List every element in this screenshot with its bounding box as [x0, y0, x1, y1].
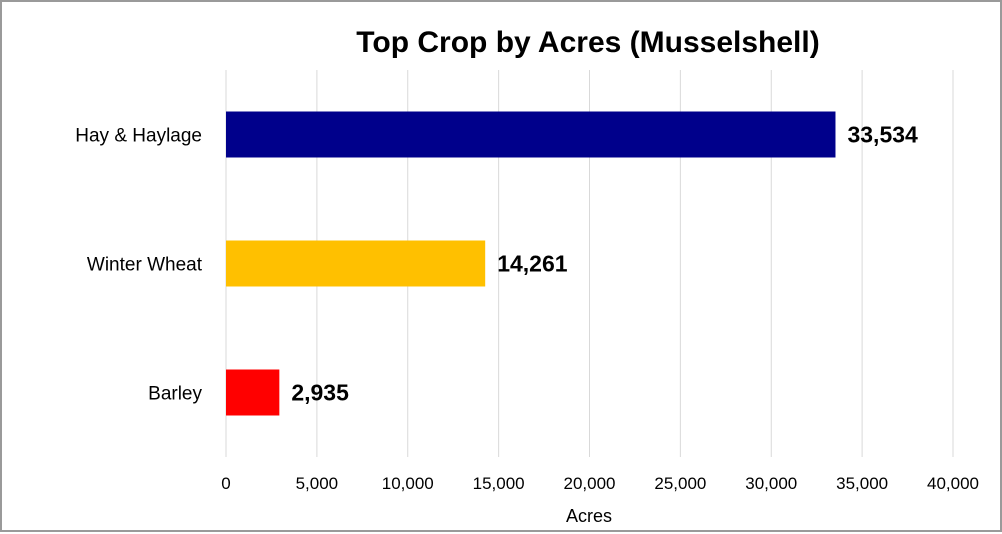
x-tick-label: 25,000: [654, 474, 706, 493]
x-tick-label: 5,000: [296, 474, 339, 493]
data-label: 14,261: [497, 251, 568, 277]
data-labels: 33,534 14,261 2,935: [291, 122, 918, 406]
x-axis-title: Acres: [566, 506, 612, 526]
category-labels: Hay & Haylage Winter Wheat Barley: [75, 126, 202, 405]
data-label: 33,534: [847, 122, 918, 148]
category-label: Winter Wheat: [87, 255, 203, 276]
data-label: 2,935: [291, 380, 349, 406]
x-tick-label: 30,000: [745, 474, 797, 493]
x-tick-label: 0: [221, 474, 230, 493]
x-tick-label: 15,000: [473, 474, 525, 493]
x-tick-label: 35,000: [836, 474, 888, 493]
chart-title: Top Crop by Acres (Musselshell): [356, 26, 819, 59]
x-tick-labels: 0 5,000 10,000 15,000 20,000 25,000 30,000 35,0…: [221, 474, 979, 493]
bar: [226, 111, 836, 158]
bar: [226, 240, 486, 287]
bar: [226, 369, 280, 416]
bars: [226, 111, 836, 416]
category-label: Barley: [148, 384, 202, 405]
x-tick-label: 20,000: [564, 474, 616, 493]
x-tick-label: 10,000: [382, 474, 434, 493]
category-label: Hay & Haylage: [75, 126, 202, 147]
x-tick-label: 40,000: [927, 474, 979, 493]
